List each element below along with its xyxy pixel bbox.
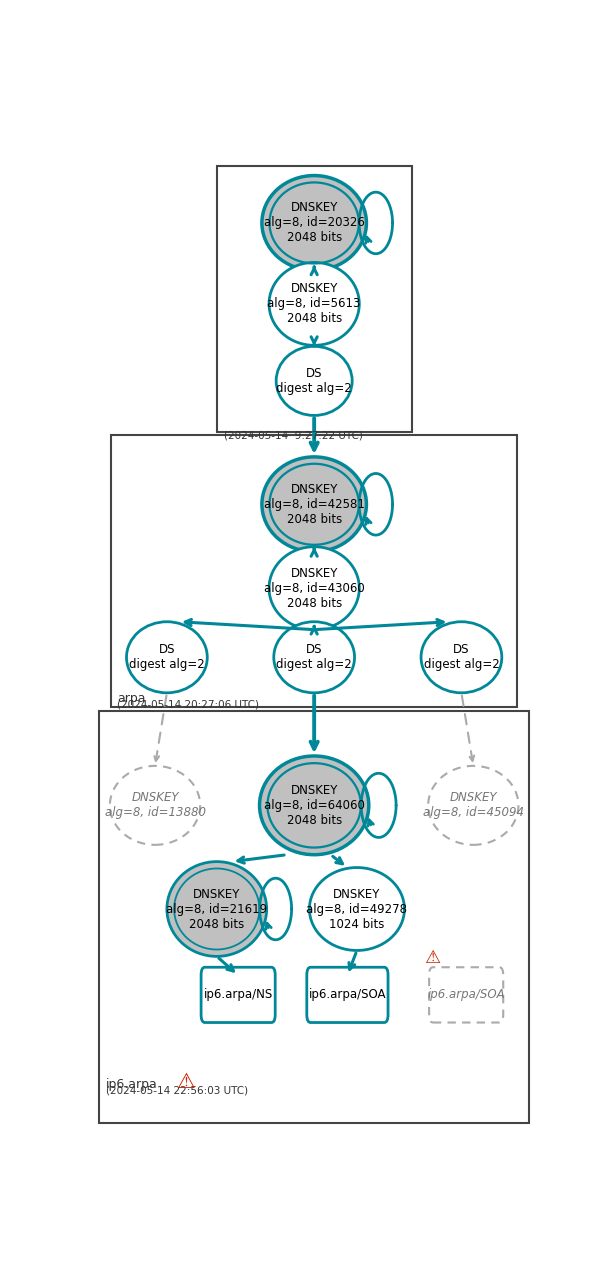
Text: DS
digest alg=2: DS digest alg=2 — [276, 367, 352, 395]
Text: ip6.arpa: ip6.arpa — [106, 1078, 158, 1091]
Ellipse shape — [269, 263, 359, 345]
Ellipse shape — [428, 765, 519, 845]
Text: ip6.arpa/NS: ip6.arpa/NS — [204, 988, 273, 1001]
Text: DS
digest alg=2: DS digest alg=2 — [424, 644, 500, 672]
Text: DS
digest alg=2: DS digest alg=2 — [129, 644, 205, 672]
Text: .: . — [224, 422, 228, 436]
Text: DS
digest alg=2: DS digest alg=2 — [276, 644, 352, 672]
Bar — [217, 165, 411, 432]
FancyBboxPatch shape — [201, 967, 275, 1023]
Text: arpa: arpa — [117, 692, 145, 705]
Text: DNSKEY
alg=8, id=64060
2048 bits: DNSKEY alg=8, id=64060 2048 bits — [264, 783, 365, 827]
Ellipse shape — [110, 765, 200, 845]
Text: DNSKEY
alg=8, id=45094: DNSKEY alg=8, id=45094 — [423, 791, 524, 819]
Text: DNSKEY
alg=8, id=43060
2048 bits: DNSKEY alg=8, id=43060 2048 bits — [264, 567, 365, 610]
Ellipse shape — [269, 546, 359, 629]
Text: DNSKEY
alg=8, id=13880: DNSKEY alg=8, id=13880 — [104, 791, 205, 819]
Ellipse shape — [276, 346, 352, 415]
Ellipse shape — [274, 622, 354, 692]
Ellipse shape — [310, 868, 405, 950]
Ellipse shape — [262, 176, 367, 271]
Text: ⚠: ⚠ — [424, 950, 440, 968]
Ellipse shape — [259, 756, 369, 855]
Text: DNSKEY
alg=8, id=20326
2048 bits: DNSKEY alg=8, id=20326 2048 bits — [264, 201, 365, 245]
Bar — [111, 435, 517, 706]
Ellipse shape — [167, 862, 267, 956]
FancyBboxPatch shape — [429, 967, 503, 1023]
Text: DNSKEY
alg=8, id=49278
1024 bits: DNSKEY alg=8, id=49278 1024 bits — [306, 887, 408, 931]
Text: (2024-05-14 20:27:06 UTC): (2024-05-14 20:27:06 UTC) — [117, 700, 259, 710]
Ellipse shape — [126, 622, 207, 692]
FancyBboxPatch shape — [306, 967, 388, 1023]
Ellipse shape — [421, 622, 502, 692]
Text: ip6.arpa/SOA: ip6.arpa/SOA — [427, 988, 505, 1001]
Text: (2024-05-14  9:27:22 UTC): (2024-05-14 9:27:22 UTC) — [224, 431, 363, 440]
Bar — [99, 710, 529, 1123]
Text: DNSKEY
alg=8, id=21619
2048 bits: DNSKEY alg=8, id=21619 2048 bits — [166, 887, 267, 931]
Text: DNSKEY
alg=8, id=5613
2048 bits: DNSKEY alg=8, id=5613 2048 bits — [267, 282, 361, 326]
Text: ip6.arpa/SOA: ip6.arpa/SOA — [309, 988, 386, 1001]
Text: DNSKEY
alg=8, id=42581
2048 bits: DNSKEY alg=8, id=42581 2048 bits — [264, 483, 365, 526]
Text: (2024-05-14 22:56:03 UTC): (2024-05-14 22:56:03 UTC) — [106, 1086, 248, 1096]
Text: ⚠: ⚠ — [177, 1072, 196, 1092]
Ellipse shape — [262, 456, 367, 551]
